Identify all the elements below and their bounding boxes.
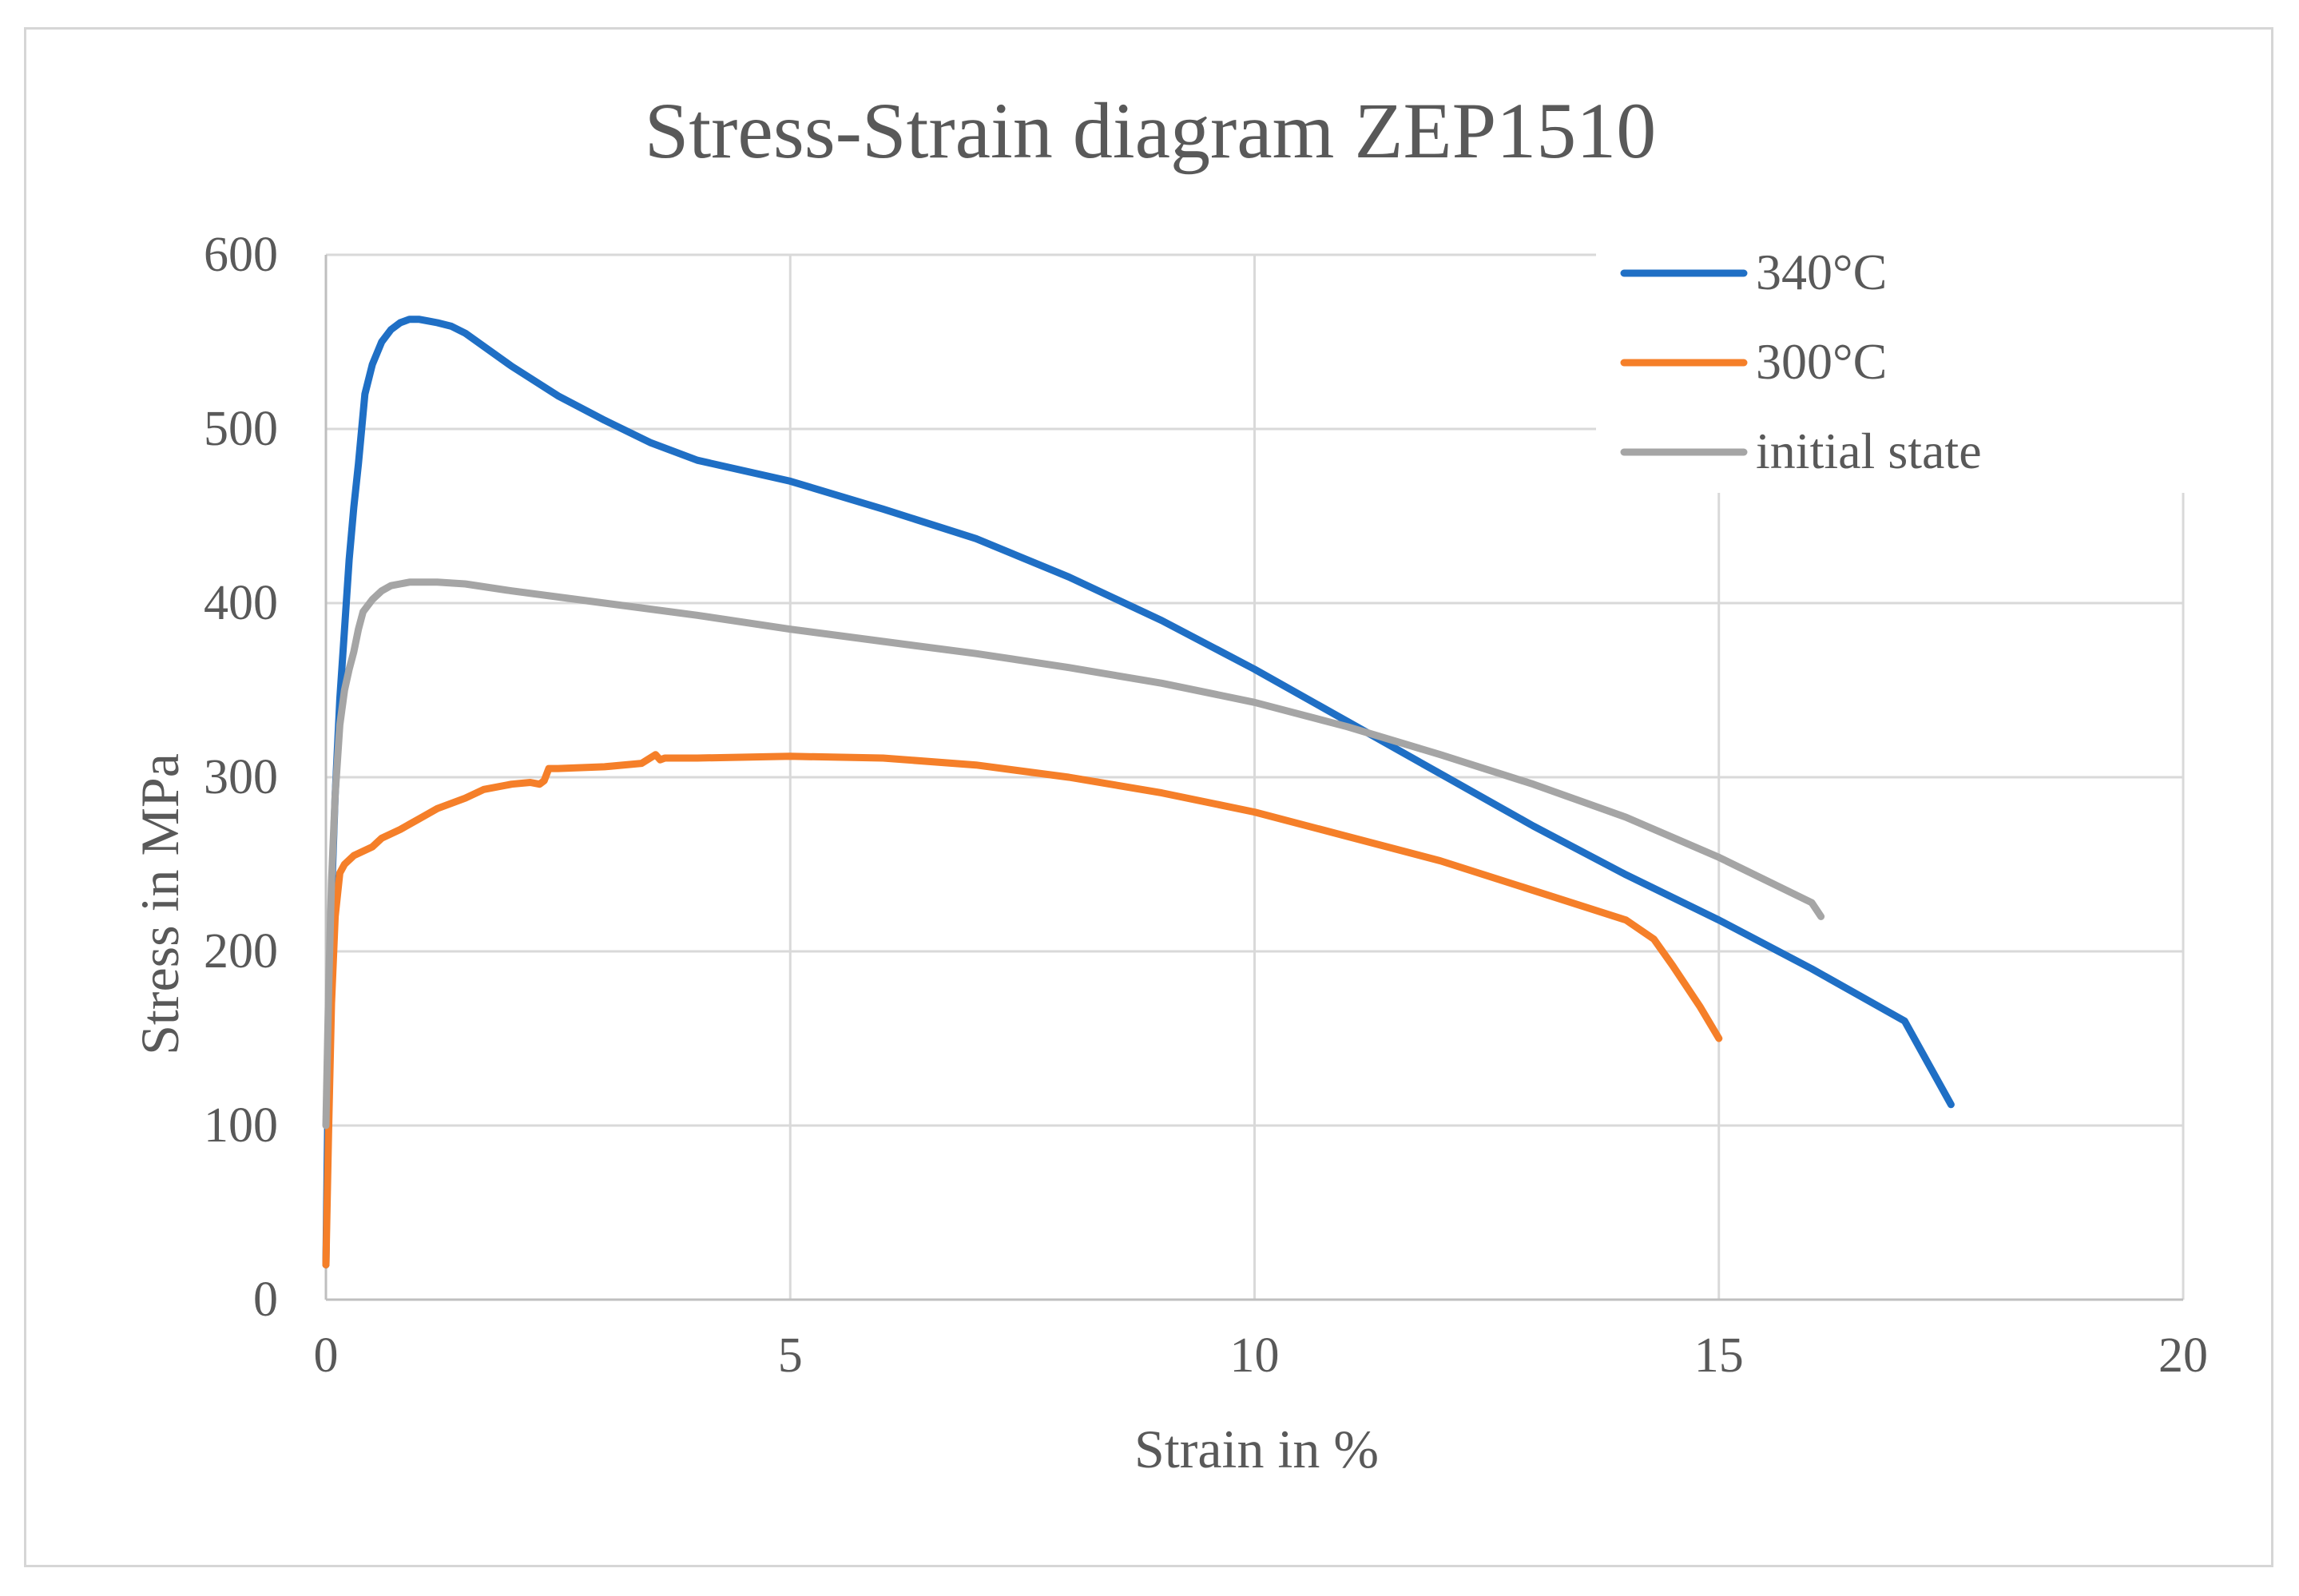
legend-label: 340°C [1756,244,1887,300]
legend-label: 300°C [1756,333,1887,390]
y-tick-label: 500 [204,402,278,456]
x-tick-label: 15 [1694,1328,1744,1383]
y-tick-label: 400 [204,576,278,630]
y-tick-label: 200 [204,924,278,979]
y-tick-label: 600 [204,228,278,282]
x-tick-label: 20 [2158,1328,2208,1383]
y-tick-label: 100 [204,1098,278,1153]
grid [326,253,2185,1300]
legend-label: initial state [1756,423,1982,479]
y-axis-label: Stress in MPa [129,753,190,1055]
x-tick-label: 0 [314,1328,339,1383]
series-line-300-c [322,751,1723,1268]
series [322,316,1955,1268]
y-tick-label: 300 [204,750,278,804]
legend: 340°C 300°C initial state [1620,244,1982,479]
tick-labels: 0 100 200 300 400 500 600 0 5 10 15 20 [204,228,2208,1383]
x-axis-label: Strain in % [1134,1419,1379,1479]
x-tick-label: 10 [1230,1328,1280,1383]
chart: Stress-Strain diagram ZEP1510 0100200300… [129,86,2208,1479]
chart-frame: Stress-Strain diagram ZEP1510 0 100 200 300… [24,27,2273,1567]
series-line-340-c [322,316,1955,1268]
x-tick-label: 5 [778,1328,803,1383]
y-tick-label: 0 [253,1272,278,1327]
chart-title: Stress-Strain diagram ZEP1510 [645,86,1657,175]
series-line-initial-state [322,578,1825,1130]
